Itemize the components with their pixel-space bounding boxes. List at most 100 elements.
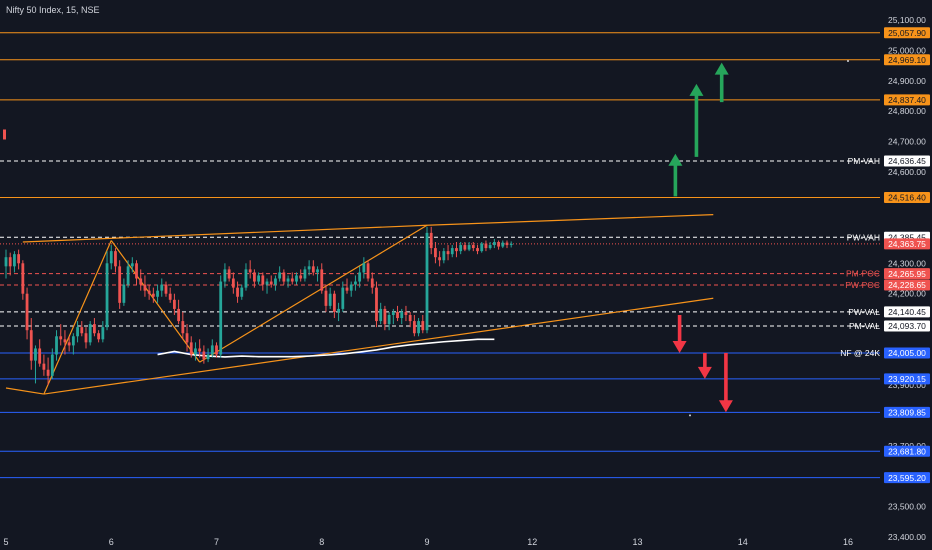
y-tick-label: 23,500.00 [888, 502, 926, 512]
candle-body [46, 369, 50, 376]
price-label: 24,516.40 [888, 193, 926, 203]
candle-body [126, 266, 130, 285]
edge-candle [3, 129, 6, 140]
candle-body [354, 281, 357, 285]
candle-body [139, 278, 143, 285]
candle-body [8, 257, 12, 267]
candle-body [488, 245, 492, 249]
candle-body [446, 251, 450, 255]
y-tick-label: 23,700.00 [888, 441, 926, 451]
marker-dot [689, 414, 691, 417]
y-tick-label: 25,100.00 [888, 15, 926, 25]
price-label: 23,681.80 [888, 446, 926, 456]
candle-body [295, 275, 298, 282]
y-tick-label: 24,700.00 [888, 137, 926, 147]
level-name: PW-VAL [848, 307, 880, 317]
candle-body [366, 263, 370, 279]
candle-body [97, 333, 101, 340]
x-tick-label: 13 [632, 537, 642, 547]
candle-body [38, 348, 42, 364]
candle-body [147, 290, 151, 294]
price-label: 24,228.65 [888, 280, 926, 290]
candle-body [168, 293, 172, 300]
trend-line [426, 214, 714, 226]
candle-body [34, 348, 37, 361]
candle-body [455, 248, 458, 252]
candle-body [404, 311, 408, 315]
candle-body [42, 363, 46, 370]
level-name: PM-VAL [849, 321, 880, 331]
candle-body [189, 342, 193, 355]
price-label-box [884, 306, 930, 318]
candle-body [442, 251, 446, 261]
candle-body [63, 339, 67, 343]
candle-body [375, 287, 378, 322]
up-arrow [689, 83, 704, 157]
average-line [157, 338, 495, 358]
candle-body [269, 281, 273, 285]
candle-body [84, 333, 88, 343]
candle-body [324, 290, 328, 306]
x-tick-label: 16 [843, 537, 853, 547]
y-tick-label: 24,800.00 [888, 106, 926, 116]
candle-body [408, 314, 412, 322]
candle-body [156, 290, 159, 297]
candle-body [244, 269, 248, 288]
price-label: 24,636.45 [888, 156, 926, 166]
price-label: 24,837.40 [888, 95, 926, 105]
candle-body [303, 269, 307, 279]
candle-body [173, 299, 176, 309]
candle-body [459, 245, 463, 252]
candle-body [114, 251, 117, 267]
candle-body [181, 321, 185, 334]
candle-body [185, 333, 189, 343]
candle-body [265, 281, 269, 285]
x-tick-label: 7 [214, 537, 219, 547]
price-label: 24,363.75 [888, 239, 926, 249]
price-label: 24,265.95 [888, 269, 926, 279]
candle-body [438, 257, 442, 261]
candle-body [202, 351, 206, 360]
candle-body [484, 243, 488, 249]
trend-line [199, 224, 428, 363]
candle-body [467, 245, 471, 250]
x-tick-label: 9 [424, 537, 429, 547]
level-name: PM-POC [846, 269, 880, 279]
price-label-box [884, 54, 930, 66]
candle-body [476, 248, 479, 252]
trend-line [43, 240, 112, 395]
candle-body [109, 251, 113, 264]
candle-body [101, 327, 105, 340]
x-tick-label: 14 [738, 537, 748, 547]
candle-body [383, 308, 387, 325]
price-label-box [884, 155, 930, 167]
candle-body [21, 263, 25, 294]
price-label-box [884, 27, 930, 39]
price-label-box [884, 445, 930, 457]
level-name: PW-POC [845, 280, 880, 290]
candle-body [122, 284, 126, 303]
candle-body [223, 269, 227, 282]
candle-body [93, 324, 96, 334]
candle-body [328, 293, 332, 306]
candle-body [505, 242, 509, 246]
trend-line [110, 240, 201, 363]
y-tick-label: 23,400.00 [888, 532, 926, 542]
price-label-box [884, 347, 930, 359]
candle-body [387, 314, 391, 325]
price-label: 24,093.70 [888, 321, 926, 331]
candle-body [236, 287, 239, 297]
candle-body [307, 266, 311, 270]
candle-body [240, 287, 244, 297]
candle-body [412, 321, 416, 334]
candle-body [151, 293, 155, 297]
x-tick-label: 6 [109, 537, 114, 547]
candle-body [194, 348, 197, 355]
price-label-box [884, 472, 930, 484]
candle-body [299, 275, 303, 279]
candle-body [164, 284, 168, 294]
candle-body [67, 342, 71, 346]
down-arrow [672, 314, 687, 354]
candle-body [320, 269, 324, 291]
